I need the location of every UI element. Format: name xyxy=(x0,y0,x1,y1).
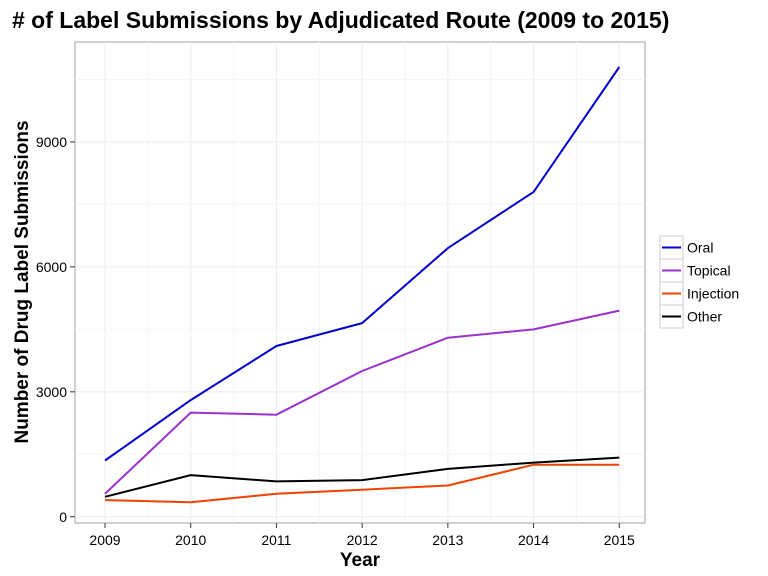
legend-label-topical: Topical xyxy=(687,263,731,279)
y-tick-label: 9000 xyxy=(36,134,67,150)
series-lines xyxy=(104,66,621,504)
x-tick-label: 2012 xyxy=(347,532,378,548)
y-axis-title: Number of Drug Label Submissions xyxy=(12,120,33,443)
x-tick-label: 2010 xyxy=(175,532,206,548)
y-tick-label: 6000 xyxy=(36,259,67,275)
legend-label-other: Other xyxy=(687,309,722,325)
x-tick-label: 2009 xyxy=(89,532,120,548)
series-line-injection xyxy=(104,463,620,504)
x-tick-label: 2013 xyxy=(432,532,463,548)
x-tick-label: 2014 xyxy=(518,532,549,548)
grid xyxy=(75,42,645,523)
x-tick-label: 2011 xyxy=(261,532,291,548)
axes: 0 3000 6000 9000 2009 2010 2011 2012 2013 2014 201… xyxy=(36,134,635,548)
series-line-other xyxy=(104,456,620,498)
legend: Oral Topical Injection Other xyxy=(659,235,739,329)
chart-title: # of Label Submissions by Adjudicated Ro… xyxy=(12,7,669,33)
x-axis-title: Year xyxy=(340,550,381,571)
x-tick-label: 2015 xyxy=(604,532,635,548)
series-line-oral xyxy=(104,66,621,462)
series-line-topical xyxy=(104,309,620,495)
plot-panel xyxy=(74,41,646,524)
legend-label-oral: Oral xyxy=(687,240,713,256)
y-tick-label: 3000 xyxy=(36,384,67,400)
y-tick-label: 0 xyxy=(59,509,67,525)
legend-label-injection: Injection xyxy=(687,286,739,302)
